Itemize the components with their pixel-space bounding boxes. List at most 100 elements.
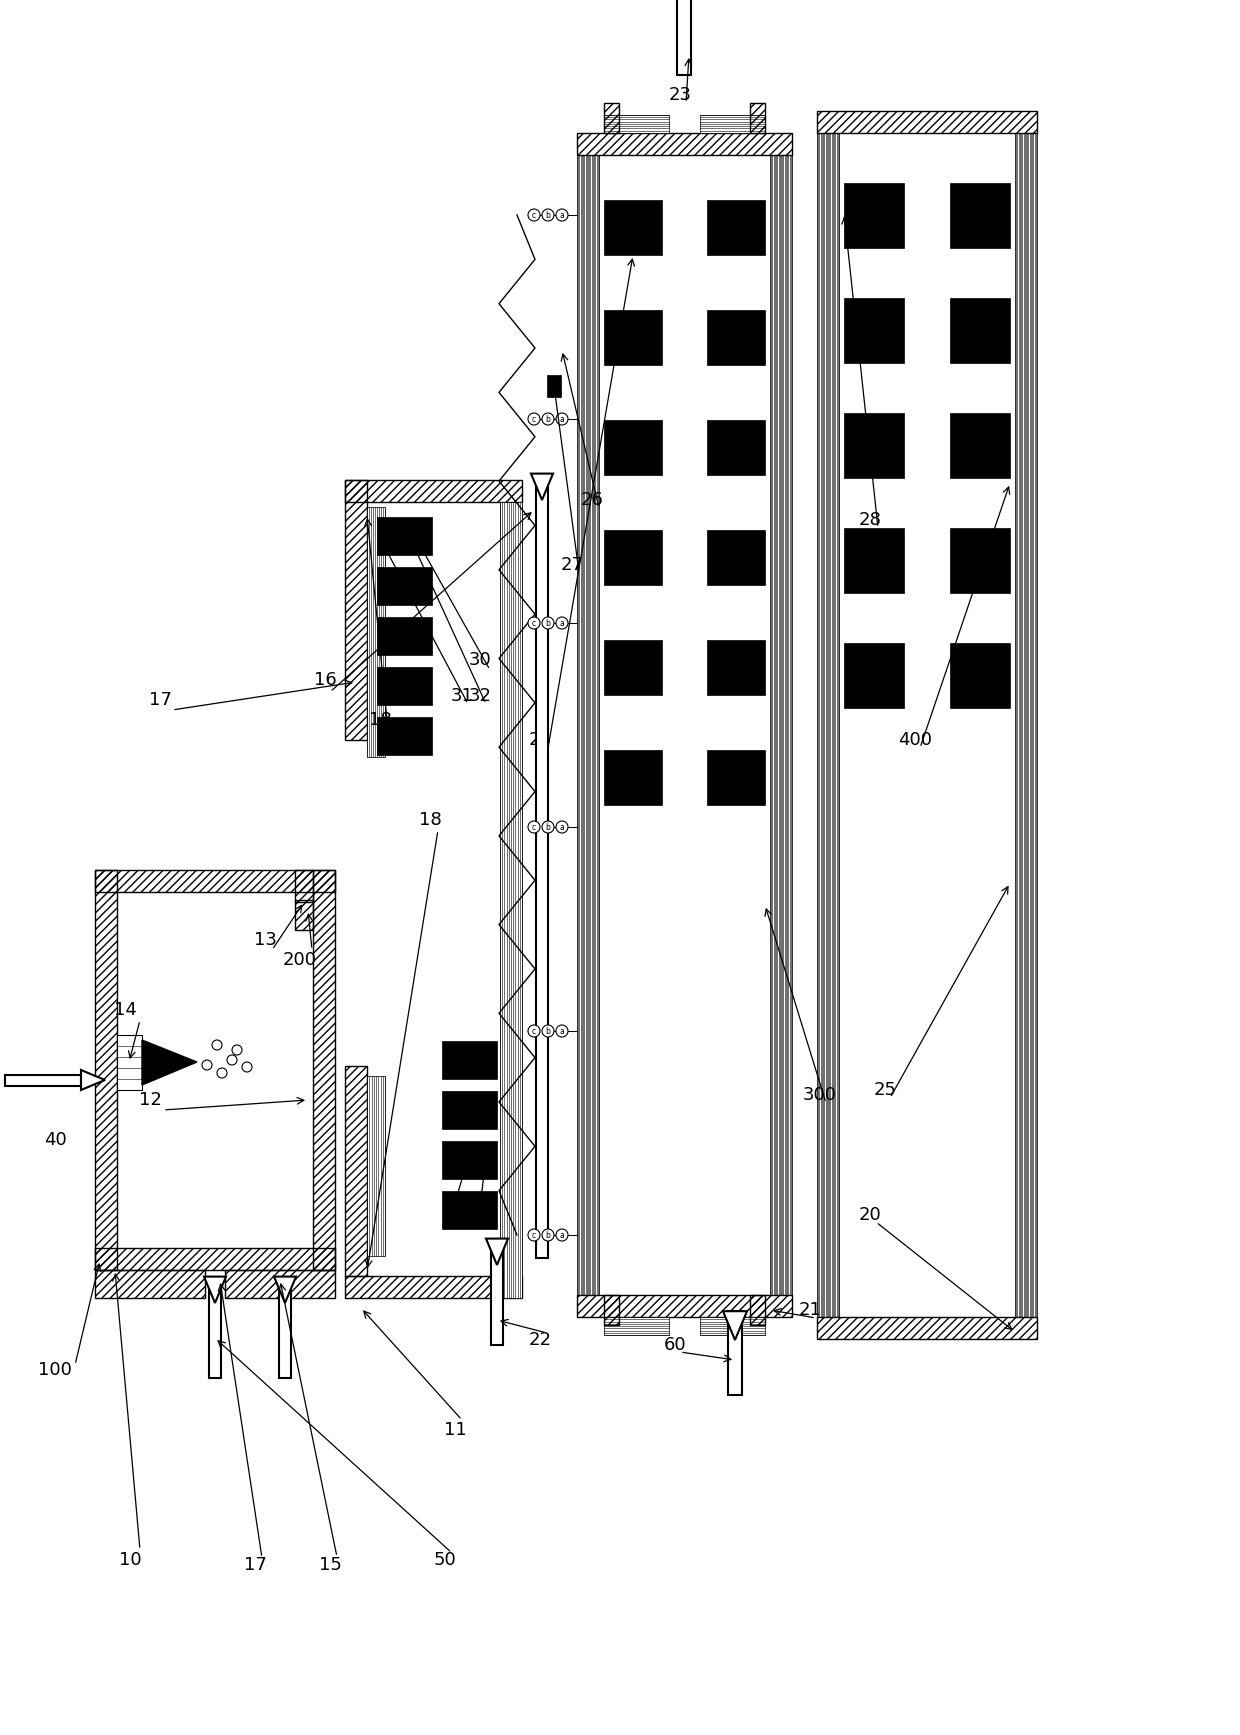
- Text: b: b: [546, 1230, 551, 1239]
- Bar: [707, 640, 765, 696]
- Text: c: c: [532, 415, 536, 423]
- Bar: [817, 134, 839, 1317]
- Text: 11: 11: [444, 1421, 466, 1438]
- Bar: [707, 420, 765, 475]
- Text: 31: 31: [450, 1142, 474, 1159]
- Circle shape: [542, 618, 554, 630]
- Bar: [117, 1036, 143, 1090]
- Bar: [817, 1317, 1037, 1339]
- Circle shape: [556, 413, 568, 425]
- Bar: [701, 1317, 765, 1334]
- Bar: [950, 413, 1011, 479]
- Polygon shape: [81, 1070, 105, 1090]
- Bar: [279, 1277, 291, 1378]
- Bar: [950, 298, 1011, 363]
- Bar: [707, 529, 765, 585]
- Bar: [677, 0, 691, 75]
- Text: 28: 28: [858, 512, 882, 529]
- Circle shape: [528, 821, 539, 833]
- Text: 13: 13: [253, 932, 277, 949]
- Text: 32: 32: [469, 1142, 491, 1159]
- Bar: [604, 529, 662, 585]
- Text: b: b: [546, 1027, 551, 1036]
- Bar: [604, 1317, 670, 1334]
- Bar: [377, 517, 432, 555]
- Bar: [367, 1076, 384, 1256]
- Text: a: a: [559, 1027, 564, 1036]
- Text: 22: 22: [528, 1331, 552, 1350]
- Text: c: c: [532, 618, 536, 628]
- Circle shape: [528, 618, 539, 630]
- Circle shape: [217, 1069, 227, 1077]
- Circle shape: [556, 821, 568, 833]
- Circle shape: [232, 1044, 242, 1055]
- Bar: [345, 481, 522, 501]
- Bar: [1016, 134, 1037, 1317]
- Circle shape: [556, 1025, 568, 1038]
- Bar: [577, 1294, 792, 1317]
- Bar: [491, 1239, 503, 1345]
- Circle shape: [528, 413, 539, 425]
- Text: 18: 18: [419, 810, 441, 829]
- Polygon shape: [531, 474, 553, 500]
- Bar: [604, 750, 662, 805]
- Bar: [770, 154, 792, 1294]
- Bar: [707, 311, 765, 364]
- Bar: [950, 644, 1011, 708]
- Text: 30: 30: [469, 651, 491, 670]
- Bar: [604, 640, 662, 696]
- Bar: [295, 869, 312, 902]
- Bar: [441, 1091, 497, 1129]
- Polygon shape: [723, 1312, 746, 1339]
- Circle shape: [212, 1039, 222, 1050]
- Bar: [441, 1190, 497, 1228]
- Text: a: a: [559, 618, 564, 628]
- Bar: [750, 102, 765, 134]
- Text: 400: 400: [898, 730, 932, 750]
- Bar: [500, 501, 522, 1298]
- Text: 10: 10: [119, 1551, 141, 1568]
- Circle shape: [542, 821, 554, 833]
- Bar: [604, 200, 662, 255]
- Bar: [95, 1270, 205, 1298]
- Bar: [377, 717, 432, 755]
- Text: b: b: [546, 618, 551, 628]
- Circle shape: [227, 1055, 237, 1065]
- Bar: [950, 527, 1011, 593]
- Text: c: c: [532, 822, 536, 831]
- Bar: [441, 1142, 497, 1180]
- Text: 17: 17: [149, 691, 171, 710]
- Text: 25: 25: [873, 1081, 897, 1098]
- Circle shape: [542, 1025, 554, 1038]
- Text: a: a: [559, 210, 564, 220]
- Text: 300: 300: [804, 1086, 837, 1103]
- Circle shape: [556, 208, 568, 220]
- Text: 23: 23: [668, 87, 692, 104]
- Text: 60: 60: [663, 1336, 686, 1353]
- Bar: [701, 115, 765, 134]
- Circle shape: [528, 1228, 539, 1241]
- Bar: [95, 869, 335, 892]
- Bar: [377, 618, 432, 656]
- Text: 14: 14: [114, 1001, 136, 1018]
- Text: 18: 18: [368, 711, 392, 729]
- Text: 50: 50: [434, 1551, 456, 1568]
- Text: a: a: [559, 415, 564, 423]
- Bar: [95, 869, 117, 1270]
- Circle shape: [556, 618, 568, 630]
- Text: c: c: [532, 210, 536, 220]
- Bar: [844, 298, 904, 363]
- Bar: [604, 311, 662, 364]
- Bar: [577, 134, 792, 154]
- Bar: [224, 1270, 335, 1298]
- Text: 21: 21: [799, 1301, 821, 1319]
- Circle shape: [542, 1228, 554, 1241]
- Circle shape: [528, 1025, 539, 1038]
- Text: 32: 32: [469, 687, 491, 704]
- Circle shape: [202, 1060, 212, 1070]
- Bar: [750, 1294, 765, 1326]
- Bar: [345, 1275, 522, 1298]
- Text: 31: 31: [450, 687, 474, 704]
- Circle shape: [556, 1228, 568, 1241]
- Circle shape: [242, 1062, 252, 1072]
